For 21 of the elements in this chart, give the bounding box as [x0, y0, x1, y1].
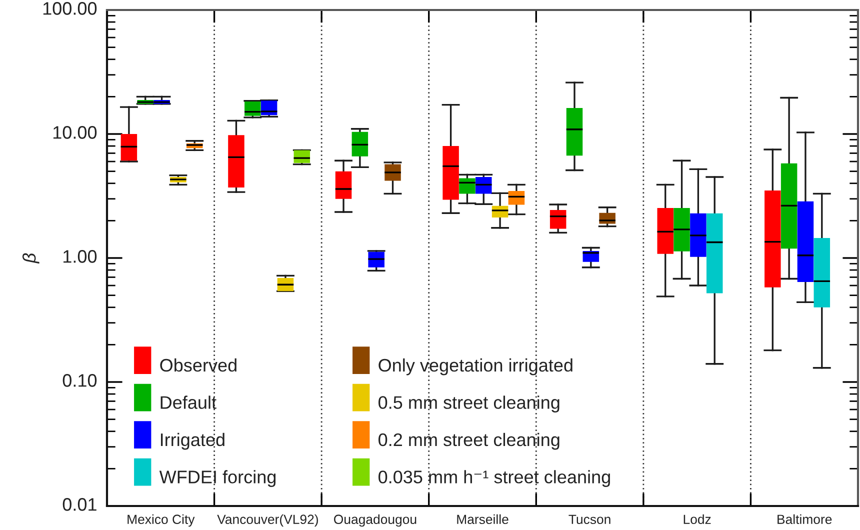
legend-label: 0.2 mm street cleaning: [378, 432, 560, 450]
y-tick-label: 1.00: [64, 250, 97, 263]
x-tick-label: Lodz: [684, 514, 711, 524]
x-tick-label: Marseille: [457, 514, 508, 524]
x-tick-label: Mexico City: [128, 514, 195, 527]
x-tick-label: Baltimore: [778, 514, 832, 524]
y-tick-label: 100.00: [43, 2, 97, 15]
legend-label: 0.035 mm h⁻¹ street cleaning: [378, 470, 610, 487]
x-tick-label: Vancouver(VL92): [217, 514, 318, 527]
y-tick-label: 0.10: [62, 374, 97, 387]
legend-label: Only vegetation irrigated: [378, 358, 572, 376]
y-tick-label: 0.01: [62, 498, 96, 511]
y-axis-title: β: [22, 253, 40, 264]
legend-label: Irrigated: [160, 432, 224, 450]
x-tick-label: Tucson: [568, 514, 610, 524]
legend-label: Observed: [160, 358, 236, 372]
legend-label: Default: [160, 396, 216, 409]
x-tick-label: Ouagadougou: [334, 514, 416, 527]
y-tick-label: 10.00: [53, 126, 97, 139]
legend-label: WFDEI forcing: [159, 470, 276, 487]
legend-label: 0.5 mm street cleaning: [378, 396, 560, 412]
